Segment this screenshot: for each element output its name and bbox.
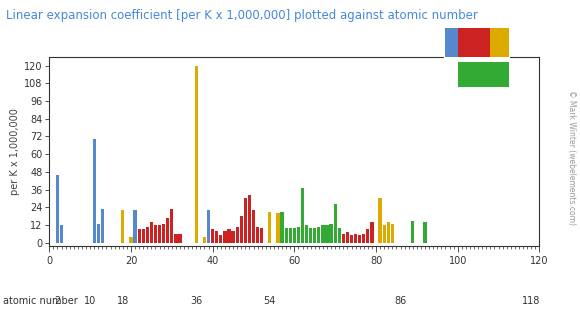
Bar [93, 139, 96, 243]
Bar [346, 232, 349, 243]
Bar [321, 225, 325, 243]
Bar [313, 228, 317, 243]
Bar [158, 225, 161, 243]
Bar [256, 226, 259, 243]
Bar [137, 229, 141, 243]
Text: Linear expansion coefficient [per K x 1,000,000] plotted against atomic number: Linear expansion coefficient [per K x 1,… [6, 9, 478, 22]
Bar [60, 225, 63, 243]
Bar [490, 28, 509, 57]
Bar [309, 228, 312, 243]
Bar [240, 216, 243, 243]
Bar [97, 224, 100, 243]
Bar [162, 224, 165, 243]
Bar [458, 62, 509, 87]
Bar [121, 210, 125, 243]
Bar [142, 229, 145, 243]
Text: 18: 18 [117, 296, 129, 306]
Bar [445, 28, 458, 57]
Bar [235, 226, 239, 243]
Text: 2: 2 [55, 296, 60, 306]
Bar [297, 226, 300, 243]
Bar [154, 225, 157, 243]
Bar [223, 231, 227, 243]
Bar [146, 226, 149, 243]
Bar [166, 218, 169, 243]
Bar [129, 237, 133, 243]
Bar [219, 235, 223, 243]
Bar [56, 175, 59, 243]
Bar [207, 210, 210, 243]
Text: 36: 36 [190, 296, 202, 306]
Bar [211, 229, 214, 243]
Bar [101, 209, 104, 243]
Bar [268, 212, 271, 243]
Bar [383, 225, 386, 243]
Bar [174, 234, 177, 243]
Bar [458, 28, 490, 57]
Bar [342, 234, 345, 243]
Bar [362, 234, 365, 243]
Bar [325, 225, 329, 243]
Bar [338, 228, 341, 243]
Bar [354, 234, 357, 243]
Bar [317, 226, 321, 243]
Bar [215, 231, 219, 243]
Bar [277, 213, 280, 243]
Bar [281, 212, 284, 243]
Bar [150, 222, 153, 243]
Text: 54: 54 [264, 296, 276, 306]
Bar [370, 222, 374, 243]
Text: © Mark Winter (webelements.com): © Mark Winter (webelements.com) [567, 90, 576, 225]
Bar [231, 231, 235, 243]
Bar [350, 235, 353, 243]
Bar [289, 228, 292, 243]
Bar [227, 229, 231, 243]
Bar [133, 210, 137, 243]
Bar [411, 220, 415, 243]
Bar [301, 188, 304, 243]
Bar [391, 224, 394, 243]
Bar [379, 198, 382, 243]
Bar [334, 204, 337, 243]
Bar [248, 196, 251, 243]
Y-axis label: per K x 1,000,000: per K x 1,000,000 [10, 108, 20, 195]
Text: atomic number: atomic number [3, 296, 78, 306]
Text: 118: 118 [522, 296, 541, 306]
Bar [329, 224, 333, 243]
Bar [170, 209, 173, 243]
Bar [358, 235, 361, 243]
Bar [285, 228, 288, 243]
Bar [305, 225, 308, 243]
Bar [203, 237, 206, 243]
Text: 10: 10 [84, 296, 96, 306]
Bar [179, 234, 182, 243]
Bar [423, 222, 427, 243]
Bar [244, 198, 247, 243]
Bar [366, 229, 369, 243]
Text: 86: 86 [394, 296, 407, 306]
Bar [293, 228, 296, 243]
Bar [387, 222, 390, 243]
Bar [195, 66, 198, 243]
Bar [252, 210, 255, 243]
Bar [260, 228, 263, 243]
